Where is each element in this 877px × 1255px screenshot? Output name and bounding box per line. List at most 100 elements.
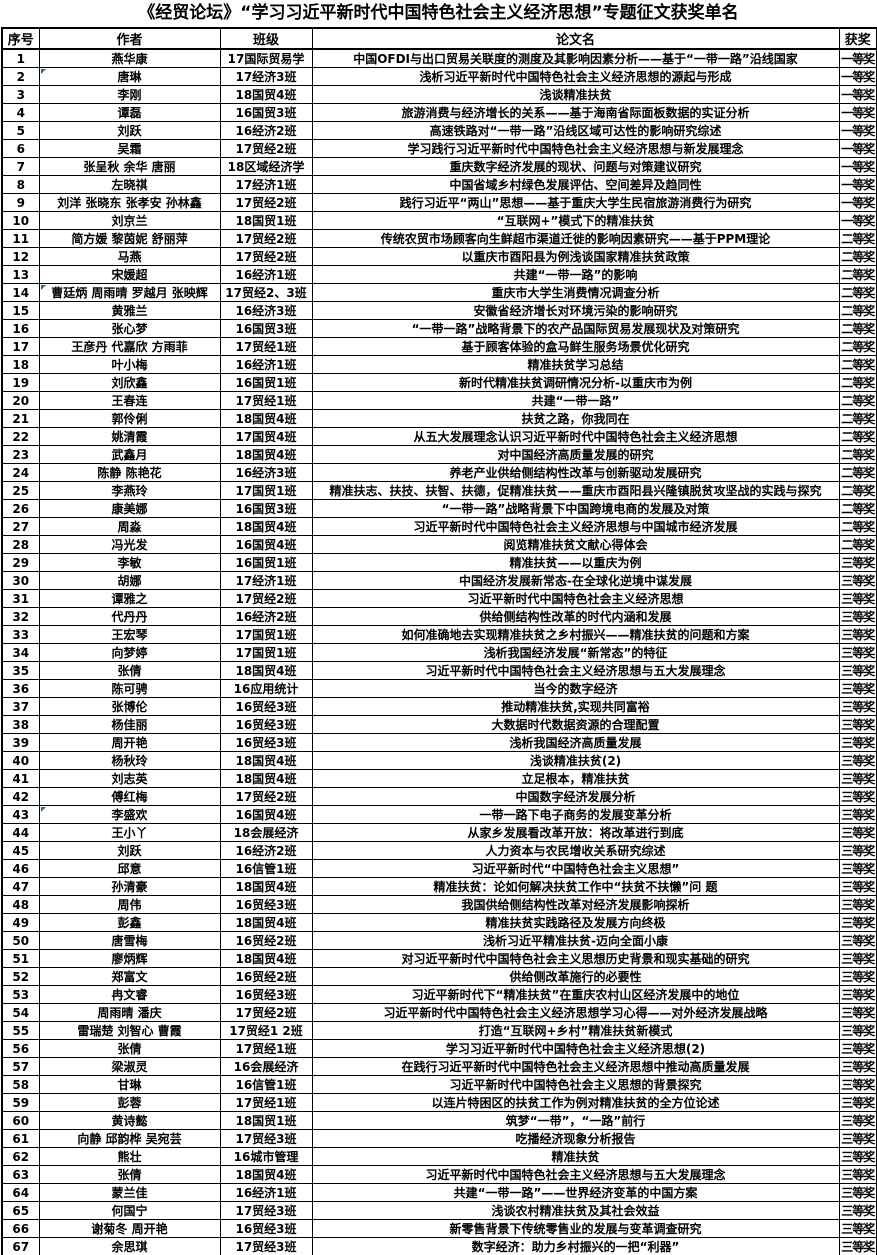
paper-title-cell: 共建“一带一路”——世界经济变革的中国方案 bbox=[311, 1183, 840, 1202]
class-cell: 16国贸1班 bbox=[219, 373, 313, 392]
table-row: 19 刘欣鑫 16国贸1班 新时代精准扶贫调研情况分析-以重庆市为例 二等奖 bbox=[1, 373, 877, 392]
author-cell: 武鑫月 bbox=[38, 445, 221, 464]
award-cell: 三等奖 bbox=[838, 751, 877, 770]
author-cell: 燕华康 bbox=[38, 48, 221, 68]
author-cell: 甘琳 bbox=[38, 1075, 221, 1094]
author-cell: 张呈秋 余华 唐丽 bbox=[38, 157, 221, 176]
row-number-cell: 17 bbox=[1, 337, 40, 356]
class-cell: 16经济2班 bbox=[219, 841, 313, 860]
table-row: 34 向梦婷 17国贸1班 浅析我国经济发展“新常态”的特征 三等奖 bbox=[1, 643, 877, 662]
class-cell: 18国贸4班 bbox=[219, 949, 313, 968]
award-cell: 二等奖 bbox=[838, 535, 877, 554]
class-cell: 18国贸4班 bbox=[219, 877, 313, 896]
award-cell: 三等奖 bbox=[838, 607, 877, 626]
award-cell: 三等奖 bbox=[838, 1021, 877, 1040]
author-cell: 吴霜 bbox=[38, 139, 221, 158]
row-number-cell: 41 bbox=[1, 769, 40, 788]
row-number-cell: 64 bbox=[1, 1183, 40, 1202]
class-cell: 18国贸4班 bbox=[219, 1165, 313, 1184]
class-cell: 18会展经济 bbox=[219, 823, 313, 842]
paper-title-cell: 以连片特困区的扶贫工作为例对精准扶贫的全方位论述 bbox=[311, 1093, 840, 1112]
table-row: 3 李刚 18国贸4班 浅谈精准扶贫 一等奖 bbox=[1, 85, 877, 104]
author-cell: 张心梦 bbox=[38, 319, 221, 338]
table-row: 2 唐琳 17经济3班 浅析习近平新时代中国特色社会主义经济思想的源起与形成 一等奖 bbox=[1, 67, 877, 86]
author-cell: 康美娜 bbox=[38, 499, 221, 518]
award-cell: 三等奖 bbox=[838, 859, 877, 878]
row-number-cell: 32 bbox=[1, 607, 40, 626]
class-cell: 18国贸4班 bbox=[219, 751, 313, 770]
paper-title-cell: 吃播经济现象分析报告 bbox=[311, 1129, 840, 1148]
paper-title-cell: 我国供给侧结构性改革对经济发展影响探析 bbox=[311, 895, 840, 914]
paper-title-cell: 当今的数字经济 bbox=[311, 679, 840, 698]
award-cell: 三等奖 bbox=[838, 1165, 877, 1184]
page-title: 《经贸论坛》“学习习近平新时代中国特色社会主义经济思想”专题征文获奖单名 bbox=[138, 3, 739, 23]
paper-title-cell: “互联网+”模式下的精准扶贫 bbox=[311, 211, 840, 230]
author-cell: 冉文睿 bbox=[38, 985, 221, 1004]
row-number-cell: 13 bbox=[1, 265, 40, 284]
table-row: 9 刘洋 张晓东 张孝安 孙林鑫 17贸经2班 践行习近平“两山”思想——基于重庆大学… bbox=[1, 193, 877, 212]
award-cell: 三等奖 bbox=[838, 679, 877, 698]
author-cell: 蒙兰佳 bbox=[38, 1183, 221, 1202]
paper-title-cell: 习近平新时代中国特色社会主义经济思想与五大发展理念 bbox=[311, 661, 840, 680]
award-cell: 三等奖 bbox=[838, 823, 877, 842]
award-cell: 三等奖 bbox=[838, 553, 877, 572]
award-cell: 三等奖 bbox=[838, 715, 877, 734]
paper-title-cell: 中国经济发展新常态-在全球化逆境中谋发展 bbox=[311, 571, 840, 590]
author-cell: 傅红梅 bbox=[38, 787, 221, 806]
class-cell: 17经济1班 bbox=[219, 571, 313, 590]
award-cell: 三等奖 bbox=[838, 1075, 877, 1094]
paper-title-cell: 重庆市大学生消费情况调查分析 bbox=[311, 283, 840, 302]
class-cell: 17经济1班 bbox=[219, 175, 313, 194]
row-number-cell: 5 bbox=[1, 121, 40, 140]
award-cell: 二等奖 bbox=[838, 247, 877, 266]
class-cell: 17国贸1班 bbox=[219, 643, 313, 662]
award-cell: 三等奖 bbox=[838, 1093, 877, 1112]
paper-title-cell: 打造“互联网+乡村”精准扶贫新模式 bbox=[311, 1021, 840, 1040]
award-cell: 三等奖 bbox=[838, 931, 877, 950]
table-row: 12 马燕 17贸经2班 以重庆市酉阳县为例浅谈国家精准扶贫政策 二等奖 bbox=[1, 247, 877, 266]
table-row: 29 李敏 16国贸1班 精准扶贫——以重庆为例 三等奖 bbox=[1, 553, 877, 572]
table-row: 52 郑富文 16贸经2班 供给侧改革施行的必要性 三等奖 bbox=[1, 967, 877, 986]
table-row: 31 谭雅之 17贸经2班 习近平新时代中国特色社会主义经济思想 三等奖 bbox=[1, 589, 877, 608]
author-cell: 张博伦 bbox=[38, 697, 221, 716]
award-cell: 三等奖 bbox=[838, 1039, 877, 1058]
award-cell: 三等奖 bbox=[838, 1219, 877, 1238]
author-cell: 胡娜 bbox=[38, 571, 221, 590]
paper-title-cell: 中国OFDI与出口贸易关联度的测度及其影响因素分析——基于“一带一路”沿线国家 bbox=[311, 48, 840, 68]
author-cell: 邱意 bbox=[38, 859, 221, 878]
award-cell: 二等奖 bbox=[838, 391, 877, 410]
row-number-cell: 19 bbox=[1, 373, 40, 392]
table-row: 45 刘跃 16经济2班 人力资本与农民增收关系研究综述 三等奖 bbox=[1, 841, 877, 860]
table-row: 62 熊壮 16城市管理 精准扶贫 三等奖 bbox=[1, 1147, 877, 1166]
award-cell: 三等奖 bbox=[838, 1237, 877, 1255]
paper-title-cell: 习近平新时代“中国特色社会主义思想” bbox=[311, 859, 840, 878]
paper-title-cell: 在践行习近平新时代中国特色社会主义经济思想中推动高质量发展 bbox=[311, 1057, 840, 1076]
author-cell: 刘跃 bbox=[38, 121, 221, 140]
row-number-cell: 55 bbox=[1, 1021, 40, 1040]
row-number-cell: 23 bbox=[1, 445, 40, 464]
author-cell: 刘欣鑫 bbox=[38, 373, 221, 392]
paper-title-cell: 供给侧结构性改革的时代内涵和发展 bbox=[311, 607, 840, 626]
author-cell: 唐琳 bbox=[38, 67, 221, 86]
award-cell: 三等奖 bbox=[838, 625, 877, 644]
award-cell: 三等奖 bbox=[838, 967, 877, 986]
row-number-cell: 53 bbox=[1, 985, 40, 1004]
paper-title-cell: “一带一路”战略背景下中国跨境电商的发展及对策 bbox=[311, 499, 840, 518]
table-row: 10 刘京兰 18国贸1班 “互联网+”模式下的精准扶贫 一等奖 bbox=[1, 211, 877, 230]
award-table: 序号 作者 班级 论文名 获奖 1 燕华康 17国际贸易学 中国OFDI与出口贸易关联… bbox=[1, 27, 877, 1255]
class-cell: 16贸经3班 bbox=[219, 715, 313, 734]
paper-title-cell: 推动精准扶贫,实现共同富裕 bbox=[311, 697, 840, 716]
table-row: 53 冉文睿 16贸经3班 习近平新时代下“精准扶贫”在重庆农村山区经济发展中的地位三… bbox=[1, 985, 877, 1004]
row-number-cell: 1 bbox=[1, 48, 40, 68]
paper-title-cell: 浅析我国经济发展“新常态”的特征 bbox=[311, 643, 840, 662]
table-row: 16 张心梦 16国贸3班 “一带一路”战略背景下的农产品国际贸易发展现状及对策研究二… bbox=[1, 319, 877, 338]
table-row: 35 张倩 18国贸4班 习近平新时代中国特色社会主义经济思想与五大发展理念 三等奖 bbox=[1, 661, 877, 680]
award-cell: 二等奖 bbox=[838, 355, 877, 374]
row-number-cell: 15 bbox=[1, 301, 40, 320]
paper-title-cell: 习近平新时代中国特色社会主义经济思想与五大发展理念 bbox=[311, 1165, 840, 1184]
class-cell: 16经济2班 bbox=[219, 121, 313, 140]
class-cell: 17贸经2班 bbox=[219, 589, 313, 608]
award-cell: 一等奖 bbox=[838, 211, 877, 230]
author-cell: 郑富文 bbox=[38, 967, 221, 986]
author-cell: 何国宁 bbox=[38, 1201, 221, 1220]
